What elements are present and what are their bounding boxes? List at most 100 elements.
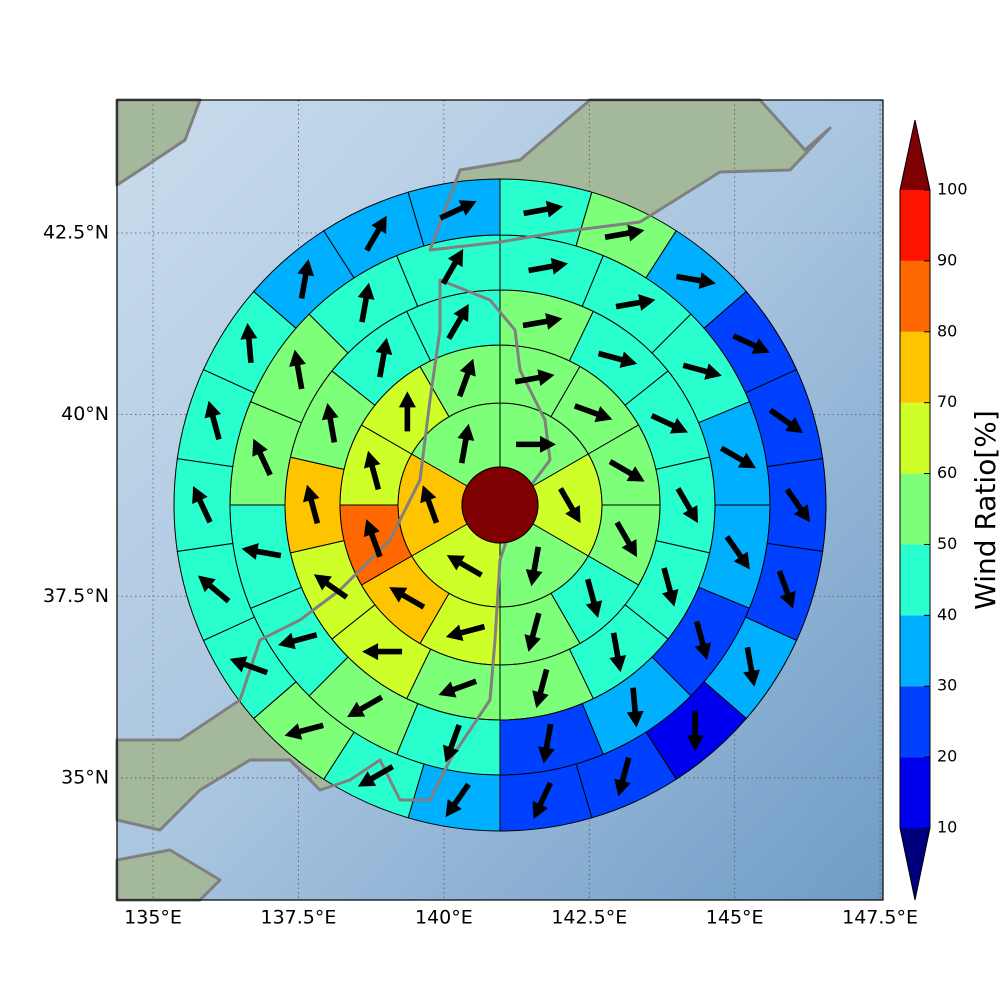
wind-arrow — [768, 407, 804, 434]
colorbar-segment — [900, 473, 930, 545]
x-tick-label: 145°E — [706, 907, 764, 929]
y-tick-label: 35°N — [61, 766, 109, 788]
wind-arrow — [608, 459, 645, 482]
wind-arrow — [197, 575, 231, 604]
wind-arrow — [321, 402, 339, 443]
wind-arrow — [661, 567, 679, 607]
wind-arrow — [289, 349, 306, 390]
wind-arrow — [694, 620, 712, 661]
wind-arrow — [438, 678, 478, 698]
wind-arrow — [362, 643, 403, 661]
colorbar-tick-label: 100 — [937, 180, 968, 199]
y-tick-label: 37.5°N — [43, 585, 109, 607]
colorbar-tick-label: 80 — [937, 321, 957, 340]
wind-arrow — [675, 487, 698, 524]
wind-arrow — [297, 259, 315, 299]
wind-arrow — [456, 358, 476, 398]
colorbar-tick-label: 90 — [937, 250, 957, 269]
wind-arrow — [442, 724, 462, 763]
wind-arrow — [522, 312, 563, 330]
wind-arrow — [446, 304, 469, 341]
wind-arrow — [528, 257, 568, 275]
wind-arrow — [358, 764, 395, 787]
wind-arrow — [719, 445, 757, 469]
wind-arrow — [364, 215, 387, 252]
wind-arrow — [604, 224, 645, 242]
colorbar-tick-label: 40 — [937, 605, 957, 624]
epicenter — [461, 466, 539, 544]
wind-arrow — [585, 578, 603, 618]
x-tick-label: 147.5°E — [842, 907, 918, 929]
wind-arrow — [514, 369, 555, 386]
colorbar-segment — [900, 757, 930, 828]
wind-arrow — [597, 350, 638, 368]
wind-arrow — [445, 782, 471, 818]
wind-arrow — [420, 485, 440, 524]
wind-arrow — [445, 623, 486, 642]
wind-arrow — [240, 322, 258, 364]
colorbar-segment — [900, 686, 930, 758]
wind-arrow — [573, 403, 613, 423]
colorbar-extend-high — [900, 120, 930, 190]
wind-arrow — [650, 413, 688, 434]
wind-arrow — [732, 333, 770, 354]
wind-arrow — [615, 294, 656, 311]
wind-arrow — [532, 781, 553, 819]
colorbar-segment — [900, 544, 930, 616]
wind-arrow — [241, 543, 282, 560]
wind-arrow — [682, 362, 722, 380]
wind-arrow — [784, 487, 811, 523]
colorbar-extend-low — [900, 828, 930, 900]
wind-arrow — [357, 282, 375, 323]
wind-arrow — [363, 450, 382, 491]
wind-arrow — [524, 612, 542, 652]
x-tick-label: 135°E — [124, 907, 182, 929]
wind-arrow — [776, 570, 796, 609]
wind-arrow — [724, 535, 750, 570]
y-tick-label: 42.5°N — [43, 221, 109, 243]
wind-arrow — [446, 555, 483, 578]
colorbar-tick-label: 30 — [937, 676, 957, 695]
y-tick-label: 40°N — [61, 403, 109, 425]
colorbar-tick-label: 20 — [937, 747, 957, 766]
wind-arrow — [284, 722, 324, 740]
wind-arrow — [525, 546, 543, 587]
wind-arrow — [457, 423, 475, 464]
wind-arrow — [347, 694, 384, 718]
colorbar-tick-label: 60 — [937, 463, 957, 482]
wind-arrow — [302, 484, 321, 525]
wind-arrow — [686, 711, 704, 752]
wind-arrow — [229, 656, 269, 676]
wind-arrow — [626, 687, 644, 728]
x-tick-label: 140°E — [415, 907, 473, 929]
colorbar-segment — [900, 190, 930, 261]
wind-arrow — [523, 200, 564, 218]
wind-arrow — [538, 723, 555, 764]
axis-labels: 135°E 137.5°E 140°E 142.5°E 145°E 147.5°E 35°N… — [43, 221, 918, 928]
colorbar-segment — [900, 402, 930, 474]
colorbar-tick-label: 10 — [937, 818, 957, 837]
wind-arrow — [532, 668, 550, 709]
wind-arrow — [609, 632, 627, 673]
wind-arrow — [252, 438, 273, 477]
wind-arrow — [440, 248, 464, 286]
map-frame — [116, 99, 884, 901]
wind-arrow — [558, 487, 581, 524]
colorbar-tick-label: 50 — [937, 534, 957, 553]
wind-arrow — [375, 337, 393, 378]
wind-arrow — [363, 519, 383, 558]
wind-arrow — [204, 400, 222, 441]
wind-arrow — [313, 574, 349, 600]
wind-arrow — [743, 646, 760, 687]
wind-arrow — [398, 391, 416, 432]
wind-arrow — [278, 632, 318, 650]
wind-arrow — [614, 756, 632, 797]
colorbar: 10 20 30 40 50 60 70 80 90 100 — [899, 119, 968, 901]
wind-arrow — [614, 521, 638, 558]
colorbar-label: Wind Ratio[%] — [969, 410, 1000, 610]
colorbar-segment — [900, 615, 930, 687]
wind-arrow — [192, 485, 213, 524]
colorbar-tick-label: 70 — [937, 392, 957, 411]
x-tick-label: 137.5°E — [261, 907, 337, 929]
